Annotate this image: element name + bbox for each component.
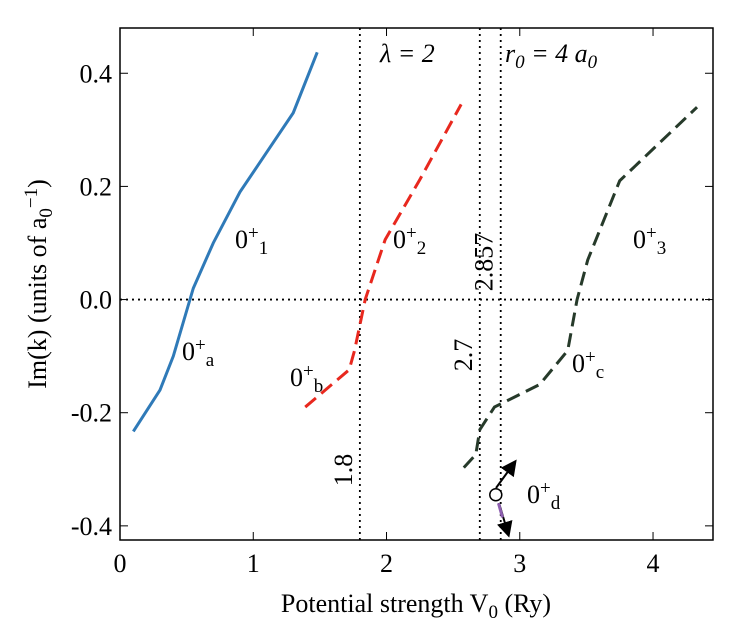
series-line [132, 51, 319, 433]
marker-point [489, 487, 503, 502]
y-axis-label: Im(k) (units of a0−1) [21, 179, 56, 389]
annotation-part: 0 [633, 225, 646, 254]
y-axis-label-part: ) [23, 179, 52, 188]
x-tick-label: 1 [247, 549, 260, 578]
annotation: 0+b [290, 361, 323, 396]
annotation-part: + [406, 223, 417, 244]
annotation-part: 0 [182, 337, 195, 366]
annotation-part: 0 [527, 480, 540, 509]
x-axis-label: Potential strength V0 (Ry) [281, 589, 551, 623]
annotation: 0+c [572, 347, 604, 382]
x-tick-label: 0 [114, 549, 127, 578]
y-axis-label-part: Im( [23, 351, 52, 389]
series-line [304, 103, 463, 409]
annotation-part: 0 [393, 225, 406, 254]
annotation: 0+1 [235, 223, 268, 258]
annotation-part: 0 [290, 363, 303, 392]
y-tick-label: 0.2 [80, 172, 113, 201]
series-line [462, 106, 699, 469]
annotation-part: 0 [515, 52, 525, 73]
annotation-part: λ = 2 [379, 39, 435, 68]
annotation-part: + [248, 223, 259, 244]
annotation-part: + [646, 223, 657, 244]
x-axis-label-part: 0 [488, 602, 498, 623]
annotation: 0+3 [633, 223, 666, 258]
annotation-part: 0 [572, 349, 585, 378]
reference-label: 2.7 [449, 339, 478, 372]
annotation-part: + [303, 361, 314, 382]
y-axis-label-part: a [23, 217, 52, 229]
annotation: 0+a [182, 335, 215, 370]
y-axis-label-part: k [23, 338, 52, 351]
annotation-part: + [585, 347, 596, 368]
annotation-part: r [505, 39, 516, 68]
y-tick-label: -0.4 [71, 512, 112, 541]
annotation: 0+2 [393, 223, 426, 258]
annotation: r0 = 4 a0 [505, 39, 598, 73]
annotation-part: c [596, 362, 604, 383]
y-tick-label: 0.0 [80, 286, 113, 315]
annotation: λ = 2 [379, 39, 435, 68]
x-axis-label-part: Potential strength [281, 589, 470, 618]
annotation-part: + [540, 478, 551, 499]
plot-frame [119, 27, 714, 541]
annotation: 0+d [527, 478, 561, 513]
reference-label: 1.8 [329, 454, 358, 487]
annotation-part: 1 [259, 238, 269, 259]
y-tick-label: 0.4 [80, 59, 113, 88]
x-axis-label-part: (Ry) [498, 589, 551, 618]
x-axis-label-part: V [470, 589, 489, 618]
y-axis-label-part: 0 [36, 208, 57, 218]
annotation-part: 0 [235, 225, 248, 254]
arrow [495, 459, 517, 489]
series-line [497, 502, 504, 518]
annotation-part: 2 [417, 238, 427, 259]
y-axis-label-part: −1 [21, 188, 42, 208]
x-tick-label: 2 [380, 549, 393, 578]
annotation-part: = 4 a [525, 39, 588, 68]
annotation-part: 0 [588, 52, 598, 73]
x-tick-label: 4 [647, 549, 660, 578]
annotation-part: + [195, 335, 206, 356]
y-axis-label-part: ) (units of [23, 229, 52, 338]
annotation-part: 3 [657, 238, 667, 259]
annotation-part: d [551, 493, 561, 514]
y-tick-label: -0.2 [71, 399, 112, 428]
annotation-part: b [314, 376, 324, 397]
x-tick-label: 3 [513, 549, 526, 578]
reference-label: 2.857 [470, 233, 499, 292]
annotation-part: a [206, 350, 215, 371]
